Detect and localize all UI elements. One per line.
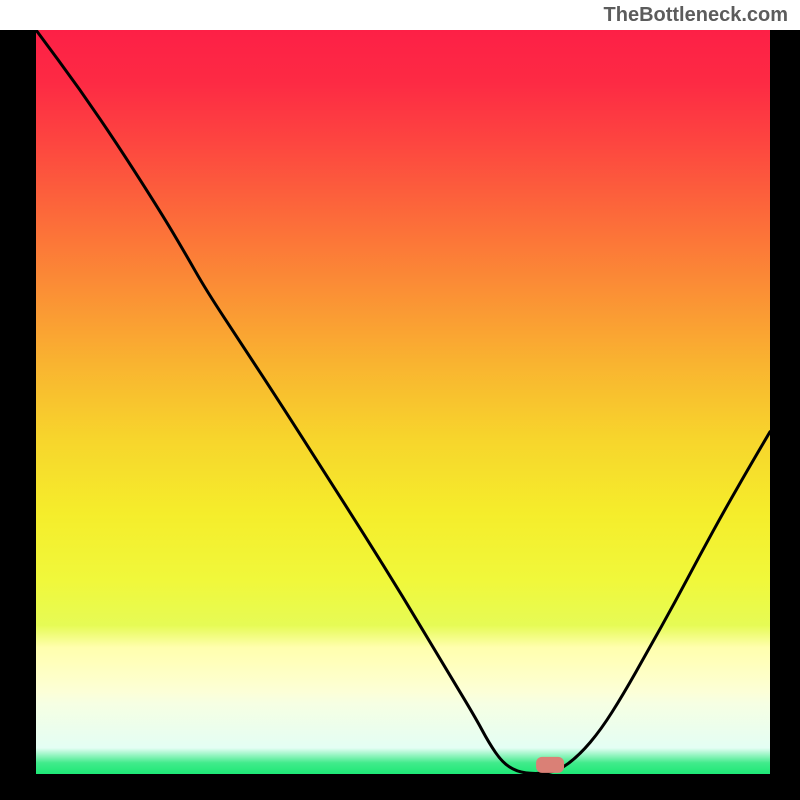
curve-marker (536, 757, 564, 773)
background-svg (0, 0, 800, 800)
chart-stage: TheBottleneck.com (0, 0, 800, 800)
